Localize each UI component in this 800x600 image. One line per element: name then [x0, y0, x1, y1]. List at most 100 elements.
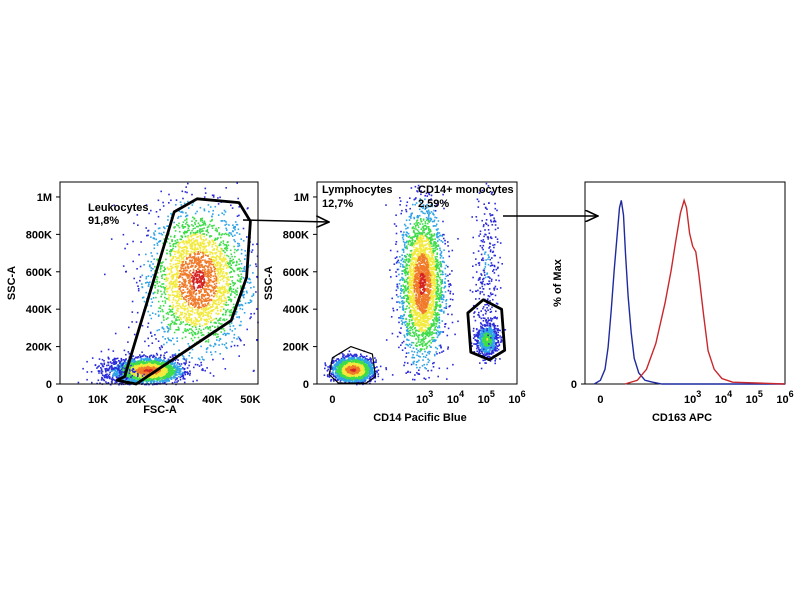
- event-dot: [243, 265, 246, 268]
- event-dot: [159, 240, 162, 242]
- event-dot: [199, 230, 201, 233]
- event-dot: [229, 294, 232, 297]
- event-dot: [190, 240, 192, 242]
- event-dot: [197, 248, 199, 250]
- event-dot: [196, 310, 199, 312]
- event-dot: [174, 295, 176, 297]
- event-dot: [193, 278, 195, 280]
- event-dot: [174, 372, 177, 375]
- event-dot: [211, 270, 214, 273]
- event-dot: [204, 311, 207, 313]
- event-dot: [200, 306, 202, 309]
- event-dot: [203, 242, 206, 245]
- event-dot: [253, 286, 255, 288]
- event-dot: [199, 241, 201, 244]
- event-dot: [180, 295, 182, 297]
- event-dot: [206, 260, 208, 263]
- event-dot: [201, 245, 204, 248]
- event-dot: [180, 322, 183, 325]
- event-dot: [186, 214, 189, 217]
- event-dot: [223, 274, 226, 277]
- event-dot: [229, 328, 231, 331]
- event-dot: [184, 358, 186, 361]
- event-dot: [207, 321, 209, 323]
- event-dot: [226, 247, 229, 250]
- event-dot: [167, 327, 169, 329]
- event-dot: [183, 246, 185, 249]
- event-dot: [183, 268, 185, 270]
- event-dot: [197, 259, 200, 262]
- event-dot: [132, 369, 134, 372]
- event-dot: [244, 302, 247, 305]
- event-dot: [175, 284, 177, 286]
- event-dot: [170, 212, 172, 215]
- event-dot: [136, 378, 138, 380]
- event-dot: [159, 305, 162, 307]
- event-dot: [176, 292, 179, 294]
- event-dot: [178, 260, 181, 263]
- event-dot: [141, 381, 144, 383]
- event-dot: [139, 276, 142, 278]
- event-dot: [184, 278, 187, 281]
- event-dot: [214, 239, 216, 241]
- event-dot: [193, 323, 196, 325]
- event-dot: [199, 323, 201, 325]
- event-dot: [184, 329, 186, 332]
- event-dot: [202, 284, 205, 286]
- event-dot: [192, 330, 195, 333]
- event-dot: [138, 253, 140, 256]
- event-dot: [173, 331, 176, 334]
- event-dot: [199, 285, 201, 288]
- event-dot: [147, 282, 150, 284]
- event-dot: [178, 262, 180, 265]
- event-dot: [234, 328, 236, 330]
- event-dot: [152, 383, 154, 386]
- event-dot: [194, 233, 196, 235]
- event-dot: [227, 276, 229, 278]
- event-dot: [182, 264, 185, 266]
- event-dot: [253, 369, 255, 372]
- event-dot: [136, 311, 139, 314]
- event-dot: [132, 359, 134, 361]
- event-dot: [189, 314, 192, 316]
- event-dot: [204, 192, 207, 194]
- event-dot: [217, 250, 220, 252]
- event-dot: [208, 281, 211, 284]
- event-dot: [212, 345, 215, 348]
- event-dot: [174, 322, 177, 325]
- event-dot: [183, 298, 185, 300]
- event-dot: [184, 226, 187, 228]
- event-dot: [235, 264, 238, 266]
- event-dot: [198, 286, 200, 289]
- event-dot: [243, 293, 245, 296]
- event-dot: [177, 250, 179, 252]
- event-dot: [172, 299, 175, 301]
- event-dot: [176, 239, 179, 241]
- event-dot: [136, 214, 139, 216]
- event-dot: [154, 375, 156, 377]
- event-dot: [181, 263, 184, 265]
- event-dot: [180, 306, 182, 309]
- event-dot: [193, 325, 195, 327]
- event-dot: [192, 283, 195, 286]
- event-dot: [219, 196, 221, 199]
- event-dot: [200, 313, 203, 316]
- event-dot: [207, 254, 209, 256]
- event-dot: [214, 321, 216, 324]
- event-dot: [132, 260, 134, 263]
- event-dot: [205, 306, 208, 308]
- event-dot: [226, 245, 228, 248]
- event-dot: [168, 327, 170, 330]
- event-dot: [205, 281, 207, 284]
- event-dot: [181, 367, 183, 370]
- event-dot: [256, 243, 258, 245]
- event-dot: [156, 292, 159, 294]
- event-dot: [211, 218, 213, 221]
- event-dot: [202, 256, 204, 258]
- event-dot: [189, 240, 191, 242]
- event-dot: [189, 256, 192, 258]
- event-dot: [219, 264, 221, 267]
- event-dot: [230, 271, 232, 273]
- event-dot: [109, 371, 111, 374]
- event-dot: [193, 306, 196, 308]
